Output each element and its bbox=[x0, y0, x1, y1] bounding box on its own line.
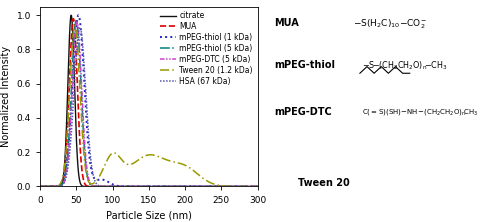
Line: citrate: citrate bbox=[40, 15, 261, 186]
MUA bbox=[62, 164, 68, 167]
MUA bbox=[37, 185, 43, 188]
HSA (67 kDa) bbox=[230, 185, 236, 188]
citrate bbox=[76, 170, 82, 173]
Tween 20 (1.2 kDa) bbox=[62, 158, 68, 161]
Text: MUA: MUA bbox=[274, 18, 299, 28]
mPEG-thiol (1 kDa) bbox=[62, 172, 68, 175]
HSA (67 kDa) bbox=[132, 185, 138, 188]
mPEG-thiol (1 kDa) bbox=[37, 185, 43, 188]
citrate bbox=[68, 14, 74, 17]
Line: MUA: MUA bbox=[40, 19, 261, 186]
mPEG-DTC (5 kDa) bbox=[76, 28, 82, 31]
mPEG-thiol (1 kDa) bbox=[230, 185, 236, 188]
MUA bbox=[76, 110, 82, 113]
mPEG-thiol (5 kDa) bbox=[37, 185, 43, 188]
mPEG-thiol (5 kDa) bbox=[255, 185, 261, 188]
HSA (67 kDa) bbox=[62, 179, 68, 181]
mPEG-thiol (1 kDa) bbox=[258, 185, 264, 188]
Line: mPEG-DTC (5 kDa): mPEG-DTC (5 kDa) bbox=[40, 22, 261, 186]
Text: mPEG-thiol: mPEG-thiol bbox=[274, 60, 336, 70]
citrate bbox=[132, 185, 138, 188]
mPEG-thiol (5 kDa) bbox=[230, 185, 236, 188]
citrate bbox=[230, 185, 236, 188]
Text: $-\mathrm{S}\!\!-\!\!\mathrm{(CH_2CH_2O)_n\!\!-\!\!CH_3}$: $-\mathrm{S}\!\!-\!\!\mathrm{(CH_2CH_2O)… bbox=[362, 60, 448, 72]
mPEG-thiol (1 kDa) bbox=[76, 14, 82, 16]
mPEG-DTC (5 kDa) bbox=[37, 185, 43, 188]
Line: Tween 20 (1.2 kDa): Tween 20 (1.2 kDa) bbox=[40, 26, 261, 186]
Text: $\mathrm{C(=S)(SH)\!-\!NH\!-\!(CH_2CH_2O)_n\!CH_3}$: $\mathrm{C(=S)(SH)\!-\!NH\!-\!(CH_2CH_2O… bbox=[362, 107, 479, 117]
mPEG-thiol (1 kDa) bbox=[76, 14, 82, 16]
mPEG-thiol (5 kDa) bbox=[122, 185, 128, 188]
mPEG-DTC (5 kDa) bbox=[230, 185, 236, 188]
mPEG-DTC (5 kDa) bbox=[62, 178, 68, 180]
HSA (67 kDa) bbox=[254, 185, 260, 188]
mPEG-thiol (5 kDa) bbox=[254, 185, 260, 188]
MUA bbox=[258, 185, 264, 188]
citrate bbox=[194, 185, 200, 188]
HSA (67 kDa) bbox=[77, 26, 83, 29]
Text: $-\mathrm{S(H_2C)_{10}{-}CO_2^{-}}$: $-\mathrm{S(H_2C)_{10}{-}CO_2^{-}}$ bbox=[353, 18, 426, 31]
citrate bbox=[254, 185, 260, 188]
Line: mPEG-thiol (1 kDa): mPEG-thiol (1 kDa) bbox=[40, 15, 261, 186]
mPEG-thiol (5 kDa) bbox=[74, 19, 80, 22]
Tween 20 (1.2 kDa) bbox=[132, 161, 138, 164]
citrate bbox=[258, 185, 264, 188]
HSA (67 kDa) bbox=[258, 185, 264, 188]
mPEG-thiol (1 kDa) bbox=[122, 185, 128, 188]
Tween 20 (1.2 kDa) bbox=[72, 24, 78, 27]
mPEG-DTC (5 kDa) bbox=[132, 185, 138, 188]
Legend: citrate, MUA, mPEG-thiol (1 kDa), mPEG-thiol (5 kDa), mPEG-DTC (5 kDa), Tween 20: citrate, MUA, mPEG-thiol (1 kDa), mPEG-t… bbox=[159, 10, 254, 86]
citrate bbox=[37, 185, 43, 188]
Text: mPEG-DTC: mPEG-DTC bbox=[274, 107, 332, 117]
mPEG-DTC (5 kDa) bbox=[256, 185, 262, 188]
Line: mPEG-thiol (5 kDa): mPEG-thiol (5 kDa) bbox=[40, 20, 261, 186]
mPEG-thiol (5 kDa) bbox=[62, 174, 68, 177]
mPEG-thiol (5 kDa) bbox=[258, 185, 264, 188]
MUA bbox=[224, 185, 230, 188]
Tween 20 (1.2 kDa) bbox=[37, 185, 43, 188]
mPEG-thiol (5 kDa) bbox=[76, 36, 82, 38]
mPEG-thiol (1 kDa) bbox=[254, 185, 260, 188]
Tween 20 (1.2 kDa) bbox=[76, 60, 82, 63]
MUA bbox=[230, 185, 236, 188]
Tween 20 (1.2 kDa) bbox=[254, 185, 260, 188]
MUA bbox=[132, 185, 138, 188]
citrate bbox=[62, 153, 68, 155]
Tween 20 (1.2 kDa) bbox=[230, 185, 236, 188]
mPEG-DTC (5 kDa) bbox=[258, 185, 264, 188]
Tween 20 (1.2 kDa) bbox=[258, 185, 264, 188]
HSA (67 kDa) bbox=[122, 185, 128, 188]
mPEG-thiol (1 kDa) bbox=[132, 185, 138, 188]
MUA bbox=[70, 17, 76, 20]
Tween 20 (1.2 kDa) bbox=[122, 162, 128, 164]
mPEG-DTC (5 kDa) bbox=[254, 185, 260, 188]
citrate bbox=[122, 185, 128, 188]
mPEG-thiol (5 kDa) bbox=[132, 185, 138, 188]
Line: HSA (67 kDa): HSA (67 kDa) bbox=[40, 27, 261, 186]
MUA bbox=[254, 185, 260, 188]
Y-axis label: Normalized Intensity: Normalized Intensity bbox=[1, 46, 11, 147]
HSA (67 kDa) bbox=[37, 185, 43, 188]
MUA bbox=[122, 185, 128, 188]
Text: Tween 20: Tween 20 bbox=[298, 178, 350, 188]
mPEG-DTC (5 kDa) bbox=[74, 21, 80, 23]
X-axis label: Particle Size (nm): Particle Size (nm) bbox=[106, 210, 192, 220]
HSA (67 kDa) bbox=[76, 31, 82, 34]
mPEG-DTC (5 kDa) bbox=[122, 185, 128, 188]
